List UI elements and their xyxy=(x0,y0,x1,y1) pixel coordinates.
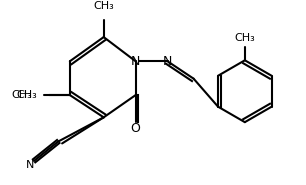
Text: CH₃: CH₃ xyxy=(11,90,32,100)
Text: O: O xyxy=(131,122,140,135)
Text: CH₃: CH₃ xyxy=(234,33,255,43)
Text: N: N xyxy=(163,55,172,68)
Text: N: N xyxy=(26,160,34,170)
Text: CH₃: CH₃ xyxy=(93,1,114,11)
Text: N: N xyxy=(131,55,140,68)
Text: CH₃: CH₃ xyxy=(16,90,37,100)
